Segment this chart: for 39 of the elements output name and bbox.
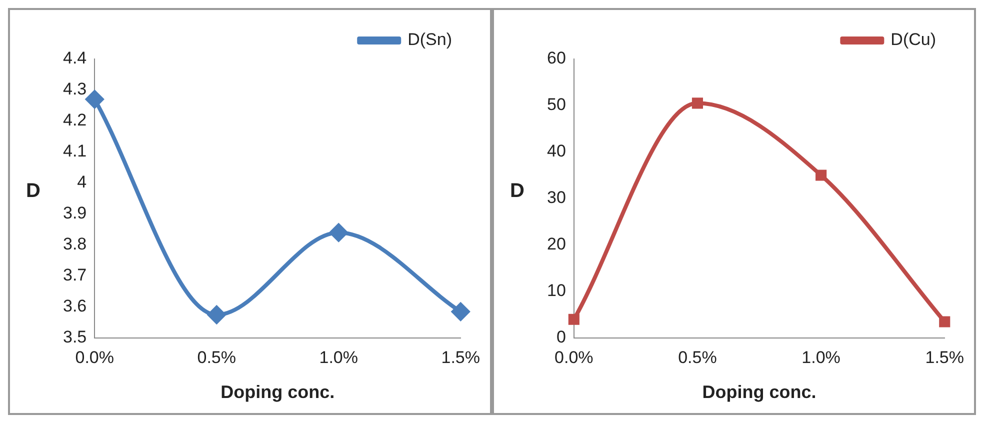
point [208, 306, 226, 324]
x-tick-label: 1.5% [441, 348, 480, 367]
point [816, 170, 827, 181]
y-tick-label: 4.3 [62, 80, 87, 99]
point [568, 314, 580, 325]
y-tick-label: 50 [546, 95, 566, 114]
x-tick-label: 1.0% [802, 348, 840, 367]
y-tick-label: 4.2 [62, 110, 87, 130]
point [692, 98, 704, 109]
y-tick-label: 4.4 [62, 48, 87, 68]
legend-label: D(Sn) [408, 30, 452, 50]
x-tick-label: 1.0% [319, 348, 358, 367]
y-tick-label: 60 [546, 48, 566, 68]
x-axis-title: Doping conc. [220, 382, 335, 402]
y-tick-label: 4.1 [62, 142, 87, 161]
point [86, 90, 104, 108]
point [939, 316, 950, 328]
x-axis-title: Doping conc. [702, 382, 816, 402]
point [452, 302, 470, 321]
y-tick-label: 3.9 [62, 204, 87, 223]
x-tick-label: 0.0% [75, 348, 114, 367]
y-tick-label: 4 [77, 172, 87, 192]
legend-label: D(Cu) [890, 30, 936, 50]
y-tick-label: 3.5 [62, 328, 87, 347]
y-tick-label: 0 [556, 328, 566, 347]
y-tick-label: 3.8 [62, 234, 87, 254]
point [330, 224, 348, 242]
x-tick-label: 1.5% [925, 348, 964, 367]
y-tick-label: 30 [546, 188, 566, 208]
y-tick-label: 3.7 [62, 266, 87, 285]
y-tick-label: 10 [546, 281, 566, 300]
x-tick-label: 0.5% [678, 348, 717, 367]
x-tick-label: 0.5% [197, 348, 236, 367]
y-tick-label: 3.6 [62, 296, 87, 316]
y-axis-title: D [510, 180, 524, 203]
x-tick-label: 0.0% [554, 348, 594, 367]
y-axis-title: D [26, 180, 40, 203]
y-tick-label: 20 [546, 234, 566, 254]
y-tick-label: 40 [546, 142, 566, 161]
